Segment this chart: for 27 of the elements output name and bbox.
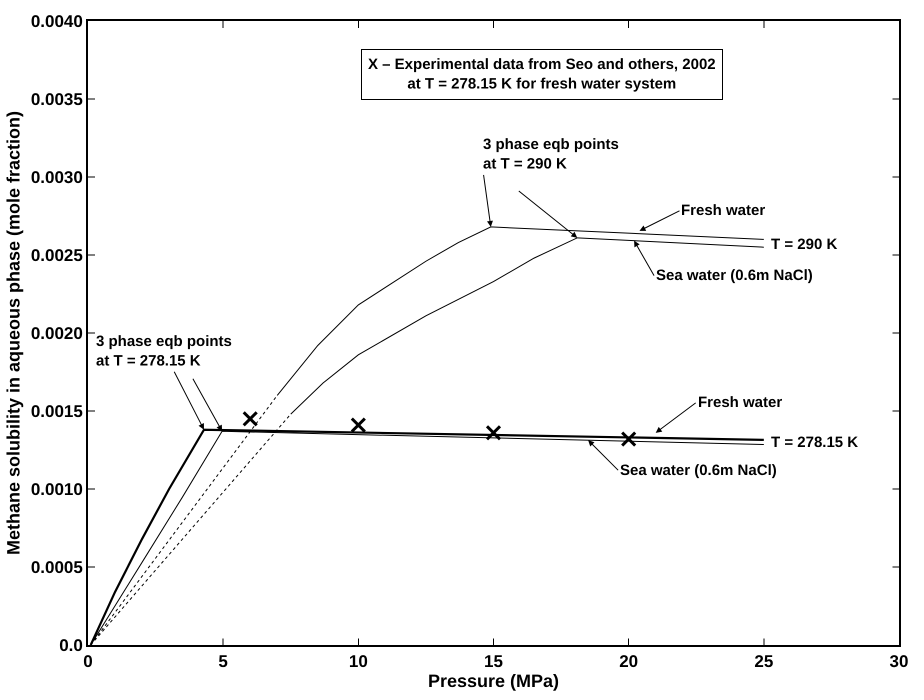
- x-tick-label: 20: [619, 652, 638, 672]
- annotation: Sea water (0.6m NaCl): [620, 462, 777, 479]
- x-tick-label: 5: [218, 652, 228, 672]
- annotation: X – Experimental data from Seo and others, 2002 at T = 278.15 K for fresh water system: [368, 56, 716, 92]
- y-axis-title: Methane solubility in aqueous phase (mole fraction): [4, 110, 24, 556]
- annotation: Fresh water: [681, 202, 766, 219]
- y-tick-label: 0.0010: [30, 480, 83, 499]
- annotation: Fresh water: [698, 394, 782, 411]
- y-tick-label: 0.0025: [30, 246, 83, 265]
- x-axis-title: Pressure (MPa): [428, 671, 560, 692]
- y-tick-label: 0.0040: [30, 12, 83, 31]
- x-tick-label: 15: [484, 652, 503, 672]
- annotation: T = 278.15 K: [771, 434, 858, 451]
- y-tick-label: 0.0020: [30, 324, 83, 343]
- x-tick-label: 25: [754, 652, 774, 672]
- x-tick-label: 0: [83, 652, 93, 672]
- annotation: T = 290 K: [771, 236, 838, 253]
- annotation: 3 phase eqb points at T = 278.15 K: [96, 333, 232, 370]
- y-tick-label: 0.0030: [30, 168, 83, 187]
- y-tick-label: 0.0035: [30, 90, 83, 109]
- x-tick-label: 10: [348, 652, 368, 672]
- y-tick-label: 0.0015: [30, 402, 83, 421]
- annotation: 3 phase eqb points at T = 290 K: [483, 136, 619, 172]
- x-tick-label: 30: [890, 652, 908, 672]
- annotation: Sea water (0.6m NaCl): [656, 267, 813, 284]
- y-tick-label: 0.0005: [30, 558, 83, 577]
- y-tick-label: 0.0: [59, 636, 83, 655]
